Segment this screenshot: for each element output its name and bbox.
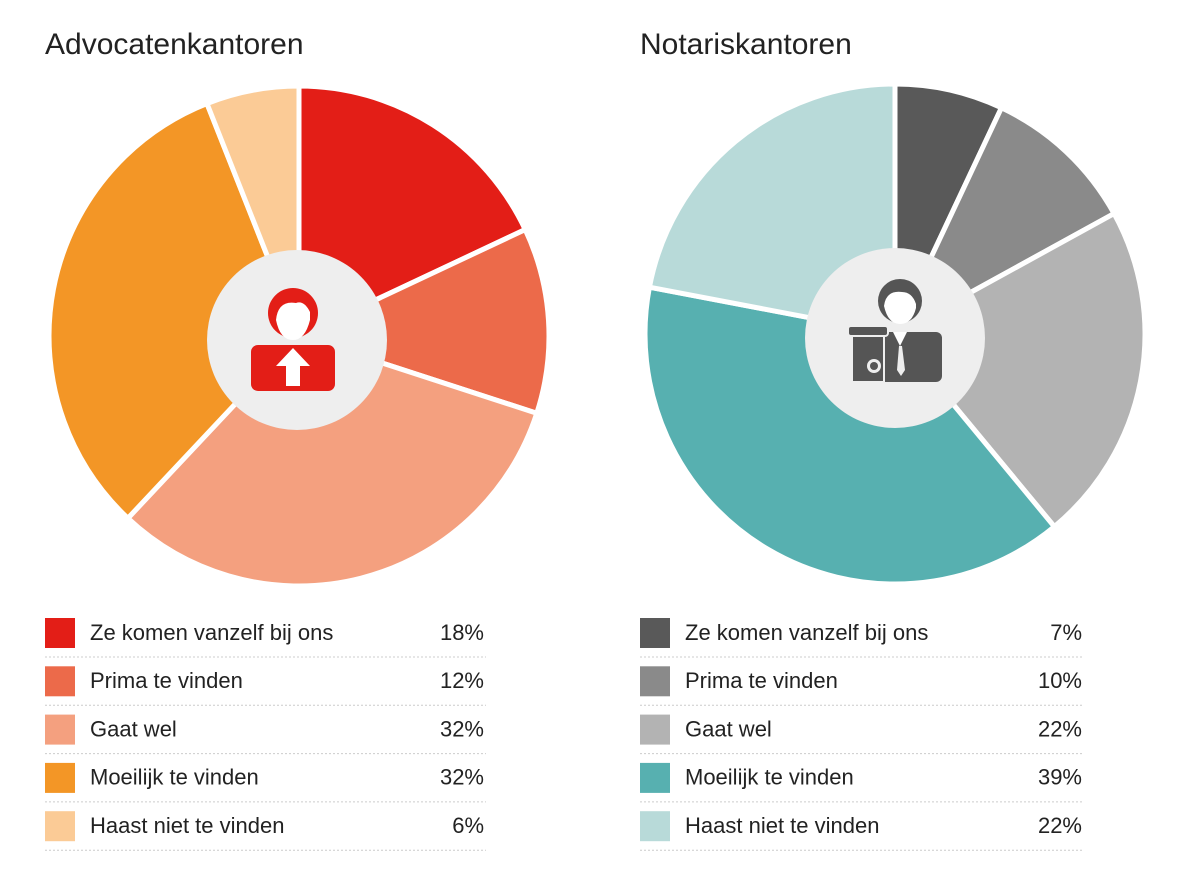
legend-label: Gaat wel	[90, 716, 177, 741]
legend-swatch	[640, 762, 670, 793]
legend-label: Haast niet te vinden	[685, 813, 879, 838]
value-label: 10%	[1038, 668, 1082, 693]
notary-icon	[847, 279, 942, 383]
legend-swatch	[45, 762, 75, 793]
legend-label: Gaat wel	[685, 716, 772, 741]
legend: Ze komen vanzelf bij ons 7% Prima te vinde…	[640, 618, 1084, 851]
chart: Advocatenkantoren Ze komen vanzelf bij o…	[45, 28, 552, 851]
value-label: 18%	[440, 620, 484, 645]
pie-slice	[892, 211, 1148, 530]
value-label: 12%	[440, 668, 484, 693]
value-label: 22%	[1038, 813, 1082, 838]
legend-label: Moeilijk te vinden	[90, 765, 259, 790]
legend-label: Ze komen vanzelf bij ons	[685, 620, 928, 645]
legend-swatch	[45, 618, 75, 648]
legend-label: Prima te vinden	[685, 668, 838, 693]
lawyer-icon	[251, 288, 335, 391]
legend-swatch	[640, 714, 670, 745]
legend-label: Prima te vinden	[90, 668, 243, 693]
legend-swatch	[640, 618, 670, 648]
value-label: 22%	[1038, 716, 1082, 741]
legend-swatch	[45, 666, 75, 697]
pie-slice	[646, 81, 898, 337]
pie-slice	[296, 227, 552, 416]
value-label: 32%	[440, 765, 484, 790]
legend-swatch	[640, 666, 670, 697]
value-label: 39%	[1038, 765, 1082, 790]
legend-label: Moeilijk te vinden	[685, 765, 854, 790]
legend: Ze komen vanzelf bij ons 18% Prima te vind…	[45, 618, 486, 851]
center-circle	[207, 250, 387, 430]
value-label: 32%	[440, 716, 484, 741]
legend-swatch	[640, 811, 670, 842]
chart: Notariskantoren Ze komen vanzelf bij ons…	[640, 28, 1148, 851]
chart-title: Notariskantoren	[640, 28, 852, 61]
pie-slice	[125, 333, 540, 589]
legend-label: Ze komen vanzelf bij ons	[90, 620, 333, 645]
legend-swatch	[45, 811, 75, 842]
legend-swatch	[45, 714, 75, 745]
value-label: 6%	[452, 813, 484, 838]
value-label: 7%	[1050, 620, 1082, 645]
chart-title: Advocatenkantoren	[45, 28, 304, 61]
legend-label: Haast niet te vinden	[90, 813, 284, 838]
pie-slice	[46, 101, 302, 521]
pie-slice	[642, 284, 1057, 587]
